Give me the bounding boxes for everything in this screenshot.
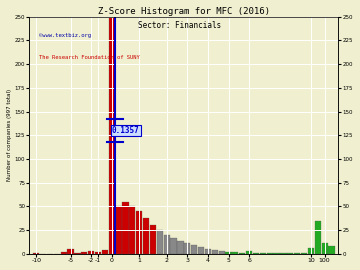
Text: 0.1357: 0.1357: [112, 126, 140, 135]
Y-axis label: Number of companies (997 total): Number of companies (997 total): [7, 89, 12, 181]
Bar: [198, 247, 204, 254]
Bar: [301, 253, 307, 254]
Bar: [116, 207, 122, 254]
Bar: [171, 238, 177, 254]
Bar: [260, 253, 266, 254]
Bar: [246, 251, 252, 254]
Bar: [315, 221, 321, 254]
Bar: [122, 202, 129, 254]
Bar: [267, 253, 273, 254]
Bar: [75, 253, 81, 254]
Bar: [253, 253, 259, 254]
Bar: [102, 250, 108, 254]
Bar: [205, 249, 211, 254]
Bar: [136, 211, 142, 254]
Bar: [212, 250, 218, 254]
Bar: [225, 252, 231, 254]
Bar: [321, 242, 328, 254]
Title: Z-Score Histogram for MFC (2016): Z-Score Histogram for MFC (2016): [98, 7, 270, 16]
Bar: [287, 253, 293, 254]
Text: ©www.textbiz.org: ©www.textbiz.org: [39, 33, 91, 38]
Bar: [88, 251, 94, 254]
Bar: [157, 230, 163, 254]
Bar: [67, 249, 74, 254]
Bar: [232, 252, 238, 254]
Bar: [33, 253, 39, 254]
Bar: [95, 252, 101, 254]
Bar: [294, 253, 300, 254]
Bar: [280, 253, 287, 254]
Bar: [274, 253, 280, 254]
Text: The Research Foundation of SUNY: The Research Foundation of SUNY: [39, 55, 139, 60]
Bar: [219, 251, 225, 254]
Bar: [129, 207, 135, 254]
Bar: [60, 252, 67, 254]
Bar: [328, 246, 334, 254]
Bar: [239, 253, 246, 254]
Bar: [191, 245, 197, 254]
Bar: [143, 218, 149, 254]
Bar: [81, 252, 87, 254]
Bar: [164, 235, 170, 254]
Bar: [177, 241, 184, 254]
Text: Sector: Financials: Sector: Financials: [138, 21, 222, 30]
Bar: [308, 248, 314, 254]
Bar: [150, 225, 156, 254]
Bar: [109, 17, 115, 254]
Bar: [184, 244, 190, 254]
